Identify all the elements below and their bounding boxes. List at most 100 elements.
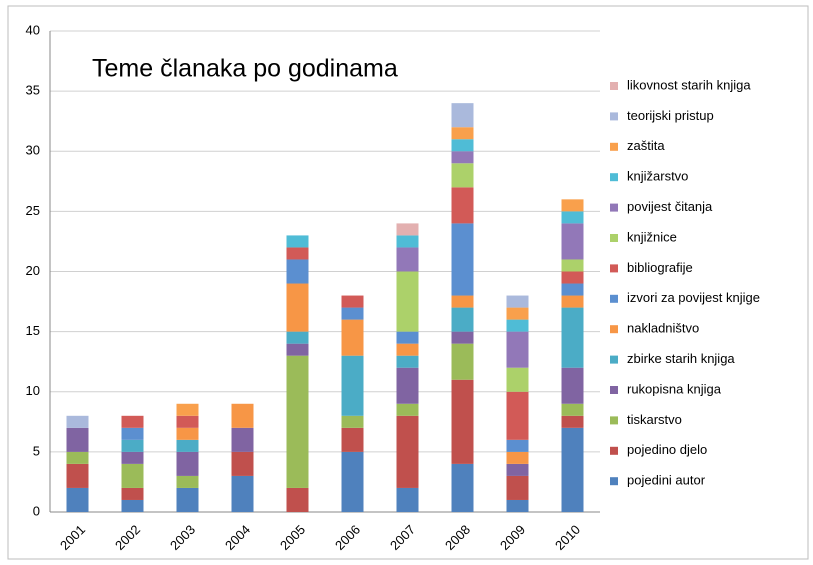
bar-segment [451,463,474,512]
bar-segment [451,103,474,128]
y-tick-label: 35 [26,83,40,98]
legend-label: zbirke starih knjiga [627,351,735,366]
legend-label: povijest čitanja [627,199,713,214]
bar-segment [506,331,529,368]
bar-segment [561,307,584,368]
y-tick-label: 5 [33,443,40,458]
legend-label: pojedini autor [627,473,706,488]
bar-segment [506,475,529,500]
bar-segment [451,151,474,164]
bar-segment [561,271,584,284]
bar-segment [451,139,474,152]
bar-segment [561,295,584,308]
bar-segment [121,451,144,464]
y-tick-label: 15 [26,323,40,338]
y-tick-label: 0 [33,503,40,518]
bar-segment [396,343,419,356]
bar-segment [506,319,529,332]
bar-segment [506,367,529,392]
bar-segment [121,439,144,452]
legend-swatch [610,142,618,151]
legend-swatch [610,82,618,90]
chart-title: Teme članaka po godinama [92,55,398,83]
bar-segment [286,487,309,512]
legend-swatch [610,112,618,121]
bar-segment [121,463,144,488]
bar-segment [451,187,474,224]
bar-segment [121,487,144,500]
bar-segment [561,427,584,512]
bar-segment [231,475,254,512]
bar-segment [121,427,144,440]
bar-segment [561,223,584,260]
bar-segment [561,415,584,428]
legend-swatch [610,416,618,425]
bar-segment [396,355,419,368]
y-tick-label: 40 [26,22,40,37]
legend-label: bibliografije [627,260,693,275]
legend-swatch [610,477,618,486]
bar-segment [121,415,144,428]
bar-segment [341,451,364,512]
bar-segment [396,271,419,332]
bar-segment [341,307,364,320]
bar-segment [506,391,529,440]
bar-segment [396,247,419,272]
y-tick-label: 10 [26,383,40,398]
bar-segment [451,127,474,140]
y-tick-label: 20 [26,263,40,278]
bar-segment [506,451,529,464]
bar-segment [506,499,529,512]
bar-segment [286,259,309,284]
legend-label: likovnost starih knjiga [627,77,751,92]
legend-label: teorijski pristup [627,108,714,123]
bar-segment [451,379,474,464]
bar-segment [286,247,309,260]
bar-segment [506,463,529,476]
bar-segment [341,295,364,308]
bar-segment [286,235,309,248]
legend-label: izvori za povijest knjige [627,290,760,305]
bar-segment [451,163,474,188]
bar-segment [286,355,309,488]
legend-swatch [610,325,618,334]
bar-segment [176,451,199,476]
bar-segment [561,283,584,296]
bar-segment [396,331,419,344]
y-tick-label: 30 [26,143,40,158]
bar-segment [231,451,254,476]
legend-swatch [610,446,618,455]
y-tick-label: 25 [26,203,40,218]
bar-segment [66,427,89,452]
legend-label: rukopisna knjiga [627,381,722,396]
bar-segment [561,211,584,224]
legend-swatch [610,234,618,242]
bar-segment [396,487,419,512]
bar-segment [176,475,199,488]
bar-segment [506,439,529,452]
legend-label: tiskarstvo [627,412,682,427]
bar-segment [176,427,199,440]
bar-segment [451,223,474,296]
bar-segment [121,499,144,512]
bar-segment [176,415,199,428]
bar-segment [451,331,474,344]
bar-segment [341,415,364,428]
bar-segment [66,451,89,464]
bar-segment [396,223,419,236]
bar-segment [561,259,584,272]
bar-segment [286,283,309,332]
legend-swatch [610,355,618,364]
bar-segment [561,403,584,416]
bar-segment [396,367,419,404]
bar-segment [231,403,254,428]
bar-segment [176,439,199,452]
bar-segment [66,415,89,428]
bar-segment [341,355,364,416]
legend-swatch [610,386,618,394]
bar-segment [231,427,254,452]
legend-swatch [610,203,618,212]
legend-label: zaštita [627,138,665,153]
bar-segment [341,427,364,452]
